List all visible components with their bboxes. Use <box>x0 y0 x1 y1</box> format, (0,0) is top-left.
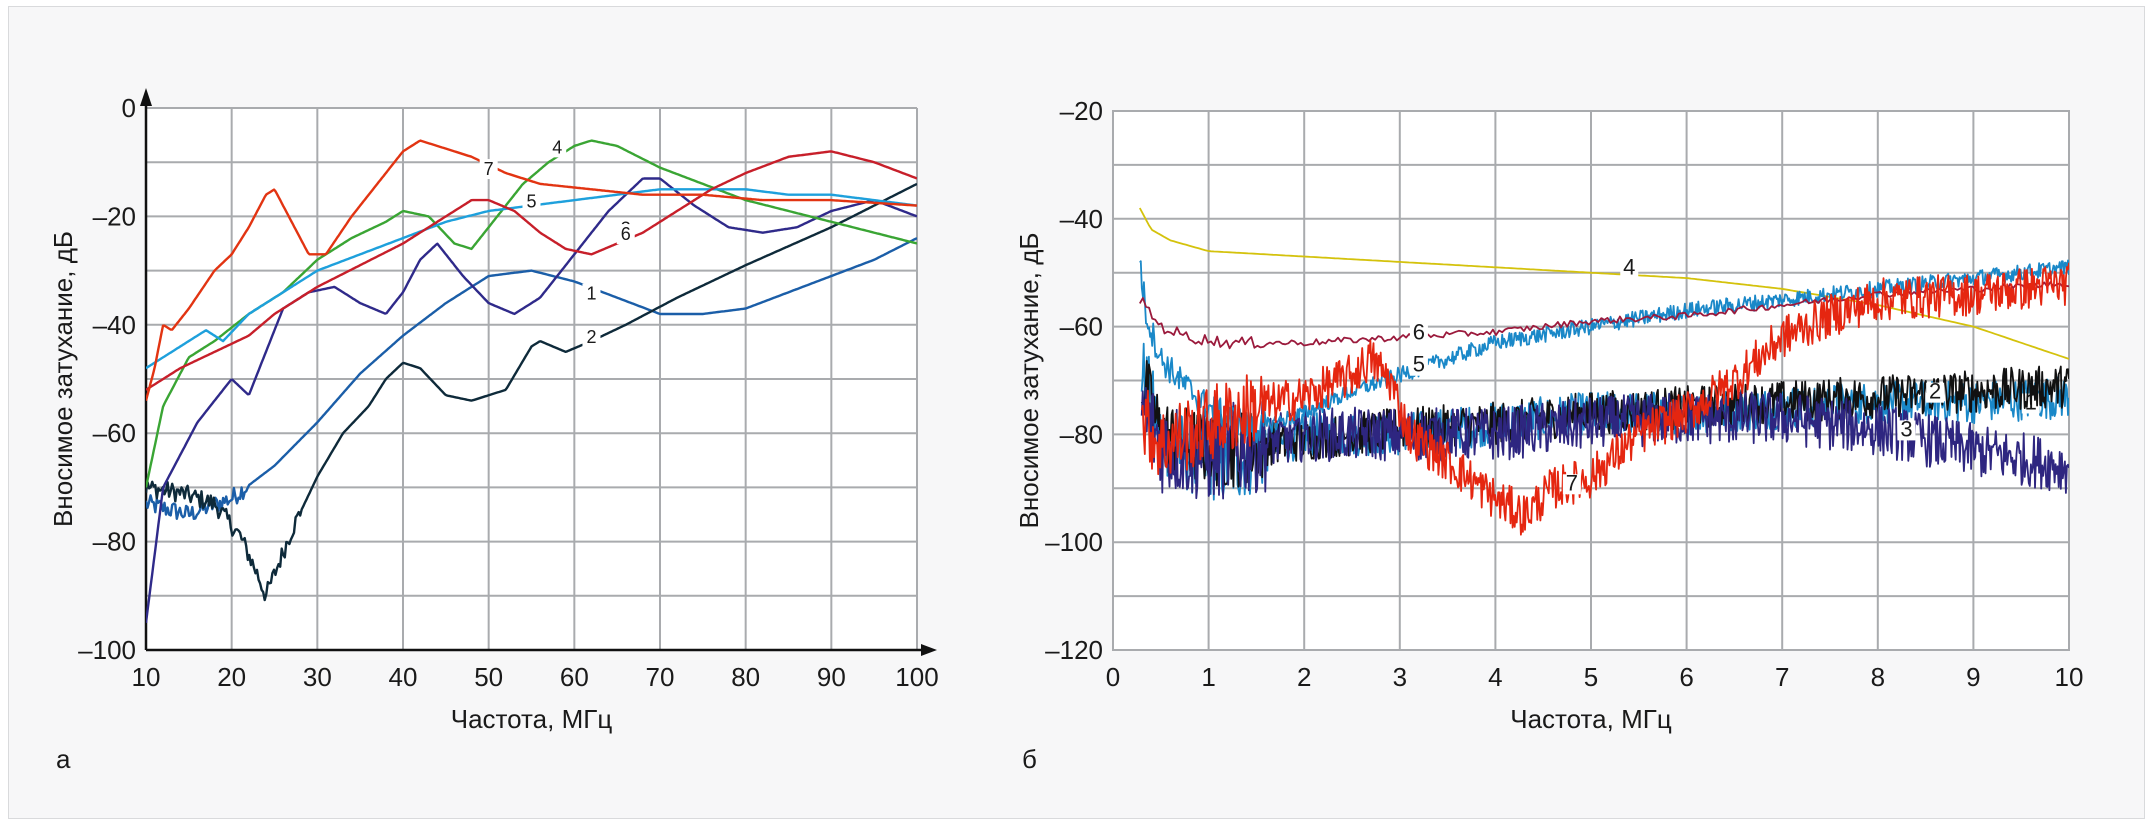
series-line-3 <box>146 177 917 624</box>
x-tick-label: 7 <box>1775 662 1789 692</box>
y-axis-label: Вносимое затухание, дБ <box>48 231 78 527</box>
series-label-2: 2 <box>586 327 596 347</box>
x-tick-label: 0 <box>1106 662 1120 692</box>
series-label-6: 6 <box>1413 319 1425 344</box>
series-label-5: 5 <box>1413 352 1425 377</box>
x-tick-label: 60 <box>560 662 589 692</box>
x-tick-label: 80 <box>731 662 760 692</box>
x-tick-label: 3 <box>1393 662 1407 692</box>
series-label-bg <box>582 283 601 304</box>
y-tick-label: –20 <box>93 201 136 231</box>
y-tick-label: –80 <box>93 527 136 557</box>
series-line-6 <box>146 150 917 391</box>
x-axis-arrow <box>921 644 937 656</box>
x-tick-label: 2 <box>1297 662 1311 692</box>
x-tick-label: 90 <box>817 662 846 692</box>
series-label-bg <box>582 327 601 348</box>
x-tick-label: 9 <box>1966 662 1980 692</box>
series-label-2: 2 <box>1929 379 1941 404</box>
x-axis-label: Частота, МГц <box>1510 704 1672 734</box>
panel-letter: б <box>1022 744 1037 774</box>
series-label-3: 3 <box>1900 416 1912 441</box>
x-tick-label: 40 <box>389 662 418 692</box>
y-tick-label: –40 <box>1060 204 1103 234</box>
series-label-bg <box>1926 382 1945 403</box>
x-tick-label: 20 <box>217 662 246 692</box>
x-tick-label: 8 <box>1871 662 1885 692</box>
series-label-1: 1 <box>586 284 596 304</box>
x-tick-label: 1 <box>1201 662 1215 692</box>
x-tick-label: 50 <box>474 662 503 692</box>
y-tick-label: –40 <box>93 310 136 340</box>
y-axis-label: Вносимое затухание, дБ <box>1014 233 1044 529</box>
y-tick-label: –100 <box>78 635 136 665</box>
chart-panel-b: 0 1 2 3 4 5 6 7 8 9 10–20–40–60–80–100–120Частота,… <box>1014 96 2083 774</box>
series-label-bg <box>1409 355 1428 376</box>
series-label-bg <box>616 224 635 245</box>
series-line-1 <box>146 237 917 520</box>
series-label-bg <box>1409 323 1428 344</box>
x-tick-label: 6 <box>1679 662 1693 692</box>
y-tick-label: –60 <box>1060 312 1103 342</box>
y-tick-label: –60 <box>93 418 136 448</box>
x-tick-label: 4 <box>1488 662 1502 692</box>
series-label-bg <box>548 137 567 158</box>
y-tick-label: –80 <box>1060 419 1103 449</box>
series-line-7 <box>146 139 917 401</box>
y-tick-label: –20 <box>1060 96 1103 126</box>
series-label-5: 5 <box>526 192 536 212</box>
series-label-bg <box>479 159 498 180</box>
x-tick-label: 10 <box>2055 662 2084 692</box>
series-label-7: 7 <box>484 159 494 179</box>
series-label-bg <box>1897 420 1916 441</box>
x-tick-label: 100 <box>895 662 938 692</box>
panel-letter: а <box>56 744 71 774</box>
chart-panel-a: 10 20 30 40 50 60 70 80 90 100 0 –20 –40 –60 –80 –100 Ча… <box>48 88 939 774</box>
series-label-bg <box>1620 258 1639 279</box>
y-tick-label: 0 <box>122 93 136 123</box>
series-label-4: 4 <box>552 137 562 157</box>
series-label-4: 4 <box>1623 255 1635 280</box>
x-axis-label: Частота, МГц <box>451 704 613 734</box>
series-line-2 <box>146 182 917 602</box>
plot-border <box>1112 110 2070 651</box>
series-label-7: 7 <box>1566 470 1578 495</box>
y-tick-label: –120 <box>1045 635 1103 665</box>
series-line-3 <box>1140 387 2069 500</box>
y-axis-arrow <box>140 88 152 106</box>
y-tick-label: –100 <box>1045 527 1103 557</box>
series-label-bg <box>1562 474 1581 495</box>
series-line-7 <box>1140 262 2069 536</box>
x-tick-label: 10 <box>132 662 161 692</box>
x-tick-label: 70 <box>646 662 675 692</box>
series-line-6 <box>1139 281 2069 350</box>
series-label-bg <box>522 191 541 212</box>
x-tick-label: 5 <box>1584 662 1598 692</box>
series-label-6: 6 <box>621 224 631 244</box>
x-tick-label: 30 <box>303 662 332 692</box>
